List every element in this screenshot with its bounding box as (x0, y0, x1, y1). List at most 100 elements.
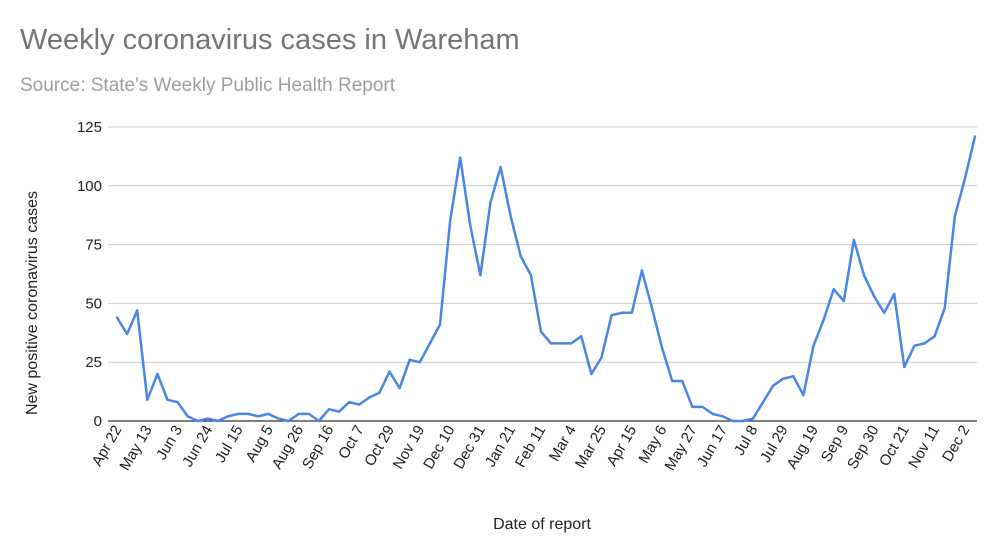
data-point (186, 415, 189, 418)
data-point (247, 412, 250, 416)
data-point (469, 224, 472, 227)
data-point (782, 377, 785, 380)
data-point (862, 273, 866, 277)
data-point (267, 412, 270, 416)
data-point (388, 370, 391, 373)
data-point (125, 332, 129, 336)
data-point (731, 419, 734, 423)
data-point (398, 386, 401, 390)
data-point (963, 177, 967, 180)
x-tick-label: Apr 15 (603, 423, 640, 470)
data-point (378, 391, 381, 394)
data-point (206, 417, 210, 420)
data-point (438, 323, 442, 326)
data-point (307, 412, 310, 416)
data-point (499, 165, 502, 169)
data-point (327, 408, 331, 411)
data-point (691, 405, 694, 409)
x-tick-label: Jun 17 (694, 423, 731, 471)
data-point (287, 419, 290, 423)
data-point (277, 417, 280, 420)
data-point (236, 412, 240, 416)
data-point (872, 295, 876, 298)
data-point (590, 372, 593, 376)
data-point (347, 400, 351, 404)
data-point (741, 419, 745, 423)
chart-title: Weekly coronavirus cases in Wareham (20, 24, 520, 56)
data-point (166, 398, 169, 402)
data-point (913, 344, 916, 347)
data-point (802, 393, 805, 397)
data-point (226, 415, 230, 418)
data-point (923, 342, 926, 345)
data-point (903, 365, 906, 369)
y-axis-label: New positive coronavirus cases (24, 191, 41, 415)
data-point (630, 311, 633, 315)
data-point (650, 306, 654, 310)
x-tick-label: Jul 15 (212, 423, 247, 466)
data-point (761, 400, 765, 404)
data-point (822, 318, 825, 322)
data-point (459, 156, 462, 159)
data-point (681, 379, 684, 383)
data-point (933, 335, 936, 338)
data-point (711, 412, 714, 416)
x-tick-label: Jun 24 (179, 423, 216, 471)
x-tick-label: Dec 2 (939, 423, 973, 465)
data-point (317, 419, 321, 423)
data-point (751, 417, 755, 420)
data-point (196, 419, 199, 423)
data-point (893, 292, 896, 296)
data-point (368, 396, 371, 399)
data-point (559, 342, 563, 345)
data-point (539, 330, 543, 333)
data-point (418, 361, 422, 364)
y-tick-label: 50 (85, 295, 102, 312)
data-point (135, 309, 139, 312)
data-point (882, 311, 886, 315)
series-line (115, 136, 977, 423)
data-point (257, 415, 260, 418)
data-point (610, 313, 613, 317)
data-point (549, 342, 553, 345)
y-tick-label: 0 (94, 413, 102, 430)
data-point (428, 342, 432, 345)
data-point (489, 201, 492, 204)
data-point (721, 415, 724, 418)
data-point (115, 316, 119, 319)
data-point (620, 311, 623, 315)
x-axis-label: Date of report (493, 516, 591, 533)
y-tick-label: 125 (77, 119, 102, 136)
data-point (812, 344, 815, 347)
data-point (832, 288, 835, 291)
data-point (600, 356, 603, 359)
data-point (529, 273, 533, 277)
data-point (943, 306, 946, 310)
data-point (953, 215, 957, 218)
data-point (448, 219, 452, 223)
data-point (146, 398, 149, 402)
data-point (570, 342, 573, 345)
chart-subtitle: Source: State's Weekly Public Health Rep… (20, 75, 396, 96)
data-point (519, 255, 522, 258)
y-tick-label: 75 (85, 237, 102, 254)
data-point (640, 269, 644, 272)
data-point (792, 375, 795, 378)
data-point (479, 273, 482, 277)
x-tick-label: Jul 8 (731, 423, 762, 459)
data-point (973, 135, 977, 138)
data-point (580, 335, 583, 338)
data-point (176, 400, 179, 404)
data-point (842, 299, 845, 303)
data-point (670, 379, 674, 383)
x-tick-label: Feb 11 (512, 423, 550, 471)
data-point (156, 372, 159, 376)
data-point (297, 412, 300, 416)
data-point (216, 419, 220, 423)
data-point (771, 384, 775, 387)
y-tick-label: 100 (77, 178, 102, 195)
data-point (852, 238, 856, 242)
data-point (509, 215, 512, 218)
y-tick-label: 25 (85, 354, 102, 371)
